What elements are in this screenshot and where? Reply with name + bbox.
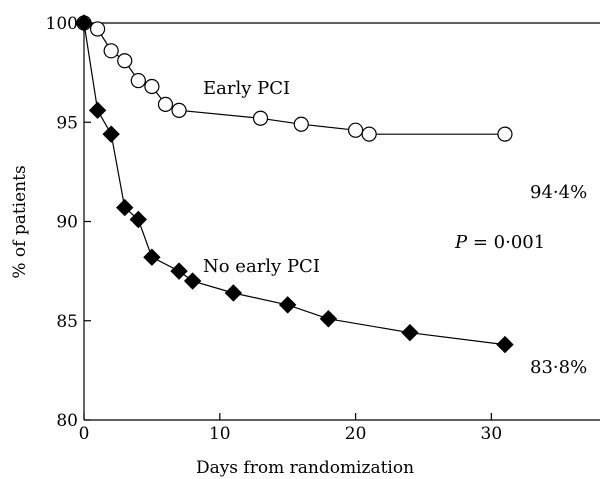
data-point-early-pci — [89, 21, 106, 37]
data-point-no-early-pci — [88, 101, 107, 120]
data-point-early-pci — [497, 126, 513, 142]
data-point-early-pci — [361, 126, 377, 142]
x-tick-label: 10 — [209, 424, 231, 444]
data-point-early-pci — [171, 102, 187, 118]
data-point-early-pci — [130, 72, 146, 89]
end-label-no-early-pci: 83·8% — [530, 357, 587, 378]
data-point-no-early-pci — [170, 262, 188, 280]
chart-axes — [83, 22, 600, 421]
data-point-early-pci — [347, 122, 364, 138]
p-value-symbol: P — [454, 232, 468, 253]
p-value-annotation: P = 0·001 — [454, 232, 545, 253]
y-tick-label: 85 — [56, 312, 78, 332]
data-point-no-early-pci — [102, 125, 120, 143]
end-label-early-pci: 94·4% — [530, 182, 587, 203]
data-point-early-pci — [144, 78, 160, 95]
data-point-no-early-pci — [183, 272, 202, 290]
data-point-no-early-pci — [319, 310, 338, 328]
data-point-early-pci — [157, 96, 174, 112]
x-tick-label: 20 — [345, 424, 367, 444]
y-axis-title: % of patients — [10, 165, 30, 278]
x-tick-label: 0 — [79, 424, 90, 444]
chart-series — [75, 14, 514, 354]
data-point-early-pci — [103, 43, 119, 59]
data-point-no-early-pci — [496, 335, 514, 354]
series-label-early-pci: Early PCI — [203, 78, 290, 99]
data-point-no-early-pci — [75, 14, 93, 32]
axis-ticks: 80 85 90 95 100 0 10 20 30 — [46, 14, 503, 444]
data-point-no-early-pci — [224, 284, 243, 302]
data-point-no-early-pci — [401, 323, 419, 342]
y-tick-label: 80 — [56, 411, 78, 431]
data-point-no-early-pci — [129, 210, 148, 229]
series-label-no-early-pci: No early PCI — [203, 256, 320, 277]
p-value-text: = 0·001 — [467, 232, 545, 253]
data-point-early-pci — [117, 53, 133, 69]
series-line-no-early-pci — [83, 22, 505, 346]
y-tick-label: 95 — [56, 113, 78, 133]
chart-labels: Days from randomization % of patients Ea… — [10, 78, 587, 478]
y-tick-label: 100 — [46, 14, 78, 34]
data-point-early-pci — [293, 116, 309, 132]
y-tick-label: 90 — [56, 213, 78, 233]
x-axis-title: Days from randomization — [196, 458, 414, 478]
data-point-early-pci — [252, 110, 269, 126]
x-tick-label: 30 — [481, 424, 503, 444]
series-line-early-pci — [83, 22, 505, 135]
data-point-no-early-pci — [278, 296, 297, 314]
data-point-no-early-pci — [116, 198, 134, 217]
data-point-no-early-pci — [143, 248, 161, 266]
